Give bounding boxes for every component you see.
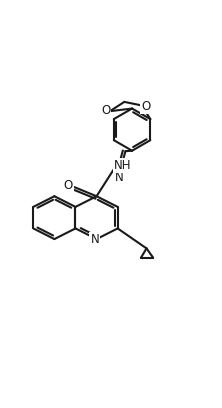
Text: NH: NH [114, 159, 131, 172]
Text: O: O [101, 104, 111, 117]
Text: O: O [64, 179, 73, 192]
Text: O: O [141, 100, 150, 113]
Text: N: N [90, 233, 99, 246]
Text: N: N [114, 171, 123, 184]
